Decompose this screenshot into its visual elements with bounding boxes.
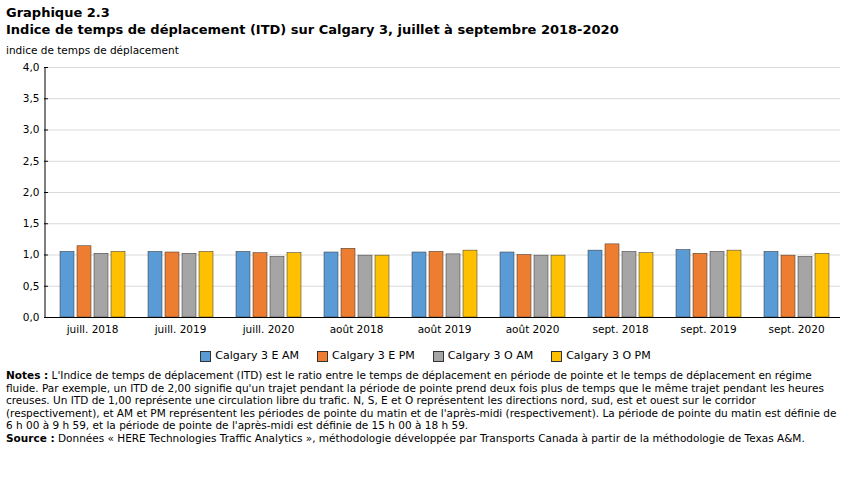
svg-text:1,5: 1,5 (23, 217, 40, 229)
svg-text:0,5: 0,5 (23, 280, 40, 292)
svg-text:0,0: 0,0 (23, 311, 40, 323)
svg-text:juill. 2019: juill. 2019 (154, 323, 207, 335)
svg-text:3,5: 3,5 (23, 92, 40, 104)
html-text:Calgary 3 E AM: Calgary 3 E AM (215, 349, 299, 362)
svg-text:1,0: 1,0 (23, 248, 40, 260)
svg-text:4,0: 4,0 (23, 61, 40, 73)
svg-text:2,5: 2,5 (23, 155, 40, 167)
svg-text:3,0: 3,0 (23, 123, 40, 135)
html-text:Calgary 3 O AM: Calgary 3 O AM (447, 349, 534, 362)
svg-text:sept. 2020: sept. 2020 (768, 323, 824, 335)
html-text:Graphique 2.3: Graphique 2.3 (6, 5, 110, 20)
svg-text:juill. 2020: juill. 2020 (242, 323, 295, 335)
svg-text:août 2020: août 2020 (506, 323, 560, 335)
svg-text:août 2019: août 2019 (418, 323, 472, 335)
svg-text:2,0: 2,0 (23, 186, 40, 198)
html-text:Calgary 3 O PM: Calgary 3 O PM (566, 349, 651, 362)
svg-text:août 2018: août 2018 (330, 323, 384, 335)
html-text:Indice de temps de déplacement: Indice de temps de déplacement (ITD) sur… (6, 22, 619, 37)
svg-text:juill. 2018: juill. 2018 (66, 323, 119, 335)
html-text:Source : Données « HERE Techno: Source : Données « HERE Technologies Tra… (6, 432, 805, 444)
svg-text:sept. 2019: sept. 2019 (680, 323, 736, 335)
html-text:Notes : L'Indice de temps de d: Notes : L'Indice de temps de déplacement… (6, 369, 837, 432)
html-text:Calgary 3 E PM: Calgary 3 E PM (332, 349, 415, 362)
svg-text:sept. 2018: sept. 2018 (592, 323, 648, 335)
html-text:indice de temps de déplacement: indice de temps de déplacement (6, 44, 179, 56)
